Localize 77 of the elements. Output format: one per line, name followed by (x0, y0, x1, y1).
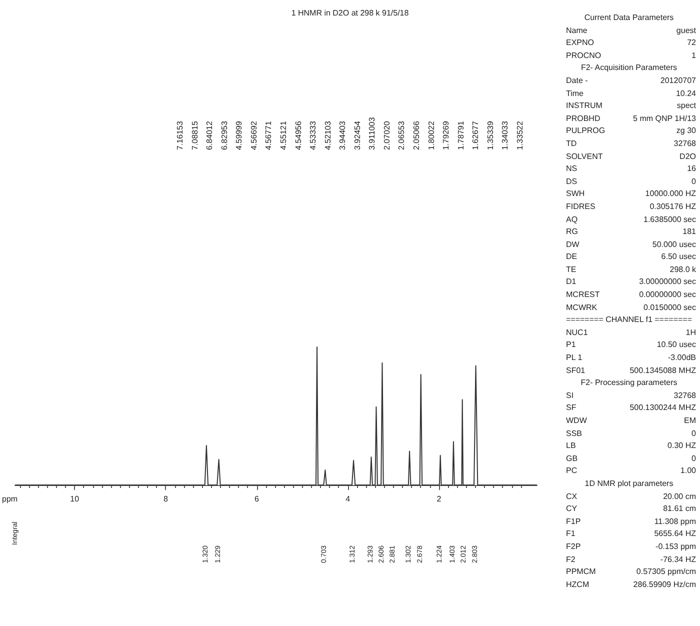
x-axis-title: ppm (2, 494, 18, 504)
text: ======== CHANNEL f1 ======== (564, 314, 694, 326)
text: Name guest (566, 26, 696, 35)
text: F2P -0.153 ppm (566, 542, 696, 551)
text: F2- Acquisition Parameters (580, 62, 678, 74)
text: 1.80022 (426, 120, 436, 150)
text: 4.59999 (234, 120, 244, 150)
text: Date - 20120707 (566, 76, 696, 85)
x-tick-label: 10 (70, 494, 80, 504)
text: 2.07020 (382, 120, 392, 150)
text: SF 500.1300244 MHZ (566, 403, 696, 412)
text: MCWRK 0.0150000 sec (566, 302, 696, 312)
text: 2.05066 (412, 120, 422, 150)
text: SOLVENT D2O (566, 152, 696, 161)
text: CX 20.00 cm (566, 492, 696, 501)
text: SWH 10000.000 HZ (566, 189, 696, 198)
text: 1.78791 (456, 120, 466, 150)
text: AQ 1.6385000 sec (566, 214, 696, 224)
text: NS 16 (566, 164, 696, 174)
text: 3.92454 (352, 120, 362, 150)
text: 1.79269 (442, 120, 451, 150)
text: F2- Processing parameters (580, 377, 678, 390)
text: 3.911003 (368, 116, 377, 150)
text: PPMCM 0.57305 ppm/cm (566, 567, 696, 576)
text: 7.16153 (176, 120, 184, 150)
text: 4.53333 (308, 120, 318, 150)
text: DW 50.000 usec (566, 240, 696, 249)
text: FIDRES 0.305176 HZ (566, 202, 696, 211)
x-tick-label: 8 (163, 494, 168, 504)
text: SF01 500.1345088 MHZ (566, 366, 696, 375)
text: 6.82953 (220, 120, 229, 150)
text: 1.33522 (516, 120, 524, 150)
text: 6.84012 (205, 120, 214, 150)
text: NUC1 1H (566, 328, 696, 337)
text: SSB 0 (566, 428, 696, 438)
text: PL 1 -3.00dB (566, 353, 696, 362)
text: 4.55121 (278, 120, 288, 150)
text: 1.35339 (486, 120, 495, 150)
text: F1 5655.64 HZ (566, 529, 696, 538)
text: TD 32768 (566, 138, 696, 148)
x-tick-label: 4 (346, 494, 351, 504)
text: LB 0.30 HZ (566, 441, 696, 450)
text: Time 10.24 (566, 88, 696, 98)
text: CY 81.61 cm (566, 504, 696, 514)
text: INSTRUM spect (566, 101, 696, 110)
text: F1P 11.308 ppm (566, 516, 696, 526)
text: PULPROG zg 30 (566, 126, 696, 136)
text: P1 10.50 usec (566, 340, 696, 350)
text: DE 6.50 usec (566, 252, 696, 262)
text: PROBHD 5 mm QNP 1H/13 (566, 114, 696, 123)
text: 4.56771 (264, 120, 274, 150)
text: PROCNO 1 (566, 50, 696, 60)
text: 4.54956 (294, 120, 303, 150)
chart-title: 1 HNMR in D2O at 298 k 91/5/18 (291, 8, 410, 18)
text: TE 298.0 k (566, 264, 696, 274)
text: 1.62677 (471, 120, 480, 150)
text: HZCM 286.59909 Hz/cm (566, 580, 696, 589)
text: DS 0 (566, 176, 696, 186)
text: 7.08815 (190, 120, 200, 150)
text: MCREST 0.00000000 sec (566, 290, 696, 300)
text: RG 181 (566, 227, 696, 236)
text: PC 1.00 (566, 466, 696, 476)
x-tick-label: 6 (254, 494, 260, 504)
text: 1.34033 (500, 120, 510, 150)
text: 4.52103 (323, 120, 332, 150)
text: 3.94403 (338, 120, 348, 150)
x-tick-label: 2 (436, 494, 442, 504)
text: GB 0 (566, 454, 696, 463)
text: 1D NMR plot parameters (584, 478, 674, 490)
text: 4.56692 (249, 120, 258, 150)
text: WDW EM (566, 416, 696, 425)
text: D1 3.00000000 sec (566, 277, 696, 286)
text: SI 32768 (566, 390, 696, 400)
text: F2 -76.34 HZ (566, 554, 696, 564)
text: 2.06553 (397, 120, 406, 150)
text: Current Data Parameters (583, 12, 675, 24)
text: EXPNO 72 (566, 38, 696, 48)
